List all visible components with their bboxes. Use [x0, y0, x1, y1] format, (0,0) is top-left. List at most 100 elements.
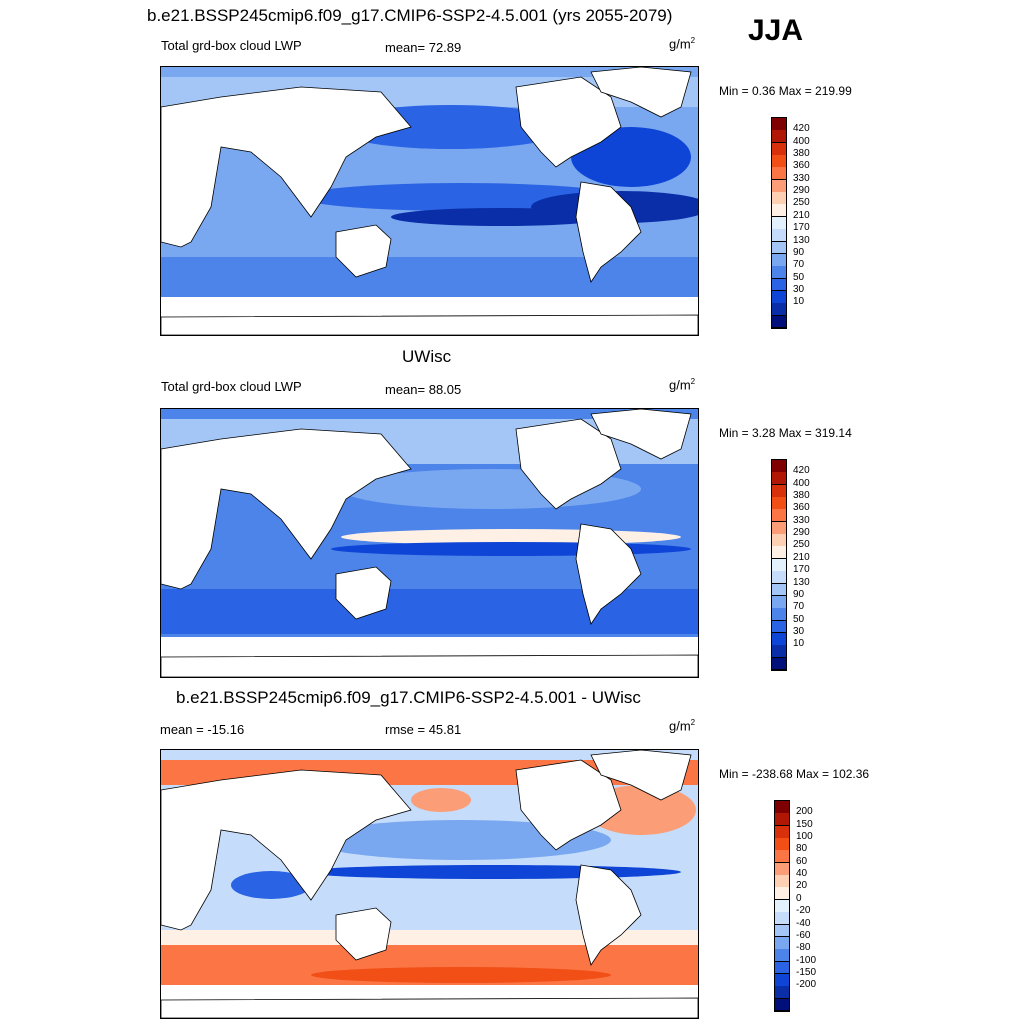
colorbar-tick-label: 50	[793, 271, 805, 283]
colorbar-tick-label: 200	[796, 806, 813, 818]
colorbar-tick-label: 420	[793, 123, 810, 135]
colorbar-swatch	[772, 278, 786, 292]
panel1-colorbar-box	[771, 117, 787, 329]
colorbar-swatch	[772, 620, 786, 634]
colorbar-tick-label: -20	[796, 905, 811, 917]
panel3-mean-label: mean = -15.16	[160, 722, 245, 737]
colorbar-swatch	[775, 961, 789, 975]
colorbar-tick-label: 30	[793, 625, 805, 637]
colorbar-tick-label: 10	[793, 638, 805, 650]
panel1-units: g/m2	[669, 36, 696, 52]
colorbar-tick-label: 330	[793, 514, 810, 526]
panel1-minmax: Min = 0.36 Max = 219.99	[719, 84, 852, 98]
panel1-mean-label: mean= 72.89	[385, 40, 462, 55]
colorbar-swatch	[772, 657, 786, 671]
colorbar-swatch	[772, 571, 786, 585]
colorbar-tick-label: 250	[793, 197, 810, 209]
colorbar-tick-label: 400	[793, 477, 810, 489]
colorbar-tick-label: 360	[793, 502, 810, 514]
colorbar-tick-label: 150	[796, 818, 813, 830]
panel2-mean-label: mean= 88.05	[385, 382, 462, 397]
colorbar-tick-label: -80	[796, 942, 811, 954]
colorbar-swatch	[775, 949, 789, 963]
colorbar-tick-label: 20	[796, 880, 808, 892]
panel3-minmax: Min = -238.68 Max = 102.36	[719, 767, 870, 781]
colorbar-swatch	[772, 632, 786, 646]
colorbar-tick-label: -60	[796, 929, 811, 941]
colorbar-tick-label: 380	[793, 148, 810, 160]
colorbar-tick-label: 210	[793, 551, 810, 563]
colorbar-swatch	[772, 521, 786, 535]
colorbar-swatch	[772, 253, 786, 267]
colorbar-swatch	[772, 595, 786, 609]
colorbar-tick-label: 290	[793, 527, 810, 539]
colorbar-swatch	[775, 875, 789, 888]
colorbar-swatch	[772, 155, 786, 168]
colorbar-tick-label: 70	[793, 259, 805, 271]
colorbar-tick-label: 170	[793, 222, 810, 234]
panel3-colorbar-box	[774, 800, 790, 1012]
panel1-variable-label: Total grd-box cloud LWP	[161, 38, 302, 53]
colorbar-tick-label: 360	[793, 160, 810, 172]
colorbar-swatch	[775, 838, 789, 851]
panel2-map	[160, 408, 699, 678]
colorbar-tick-label: -150	[796, 966, 817, 978]
colorbar-swatch	[772, 142, 786, 156]
colorbar-swatch	[772, 558, 786, 572]
colorbar-swatch	[775, 899, 789, 913]
colorbar-swatch	[772, 472, 786, 486]
panel3-map	[160, 749, 699, 1019]
colorbar-tick-label: -40	[796, 917, 811, 929]
colorbar-swatch	[772, 546, 786, 560]
colorbar-swatch	[772, 509, 786, 523]
colorbar-swatch	[775, 801, 789, 814]
colorbar-swatch	[772, 229, 786, 243]
panel3-map-svg	[161, 750, 698, 1018]
colorbar-swatch	[775, 887, 789, 901]
panel1-map-svg	[161, 67, 698, 335]
colorbar-swatch	[772, 303, 786, 317]
panel2-minmax: Min = 3.28 Max = 319.14	[719, 426, 852, 440]
colorbar-tick-label: 250	[793, 539, 810, 551]
figure-title: b.e21.BSSP245cmip6.f09_g17.CMIP6-SSP2-4.…	[147, 6, 673, 25]
panel3-title: b.e21.BSSP245cmip6.f09_g17.CMIP6-SSP2-4.…	[176, 688, 641, 707]
colorbar-tick-label: -100	[796, 954, 817, 966]
colorbar-tick-label: 130	[793, 234, 810, 246]
colorbar-tick-label: 400	[793, 135, 810, 147]
colorbar-tick-label: 420	[793, 465, 810, 477]
colorbar-swatch	[772, 179, 786, 193]
colorbar-swatch	[772, 266, 786, 280]
colorbar-swatch	[772, 241, 786, 255]
colorbar-swatch	[775, 973, 789, 987]
panel1-map	[160, 66, 699, 336]
colorbar-swatch	[772, 290, 786, 304]
colorbar-tick-label: 330	[793, 172, 810, 184]
colorbar-swatch	[772, 608, 786, 622]
colorbar-tick-label: 90	[793, 588, 805, 600]
colorbar-swatch	[775, 850, 789, 864]
colorbar-tick-label: 130	[793, 576, 810, 588]
colorbar-tick-label: 40	[796, 868, 808, 880]
colorbar-tick-label: 290	[793, 185, 810, 197]
colorbar-tick-label: 50	[793, 613, 805, 625]
colorbar-tick-label: 170	[793, 564, 810, 576]
colorbar-swatch	[772, 118, 786, 131]
colorbar-tick-label: 0	[796, 892, 802, 904]
colorbar-swatch	[775, 825, 789, 839]
panel2-title: UWisc	[402, 347, 452, 366]
colorbar-swatch	[772, 204, 786, 218]
colorbar-swatch	[775, 936, 789, 950]
colorbar-swatch	[775, 912, 789, 926]
colorbar-swatch	[772, 130, 786, 144]
colorbar-tick-label: 380	[793, 490, 810, 502]
colorbar-tick-label: 100	[796, 831, 813, 843]
panel3-rmse-label: rmse = 45.81	[385, 722, 462, 737]
colorbar-swatch	[772, 583, 786, 597]
colorbar-swatch	[775, 986, 789, 1000]
colorbar-swatch	[772, 167, 786, 181]
colorbar-tick-label: 90	[793, 246, 805, 258]
colorbar-tick-label: 30	[793, 283, 805, 295]
colorbar-swatch	[775, 813, 789, 827]
colorbar-swatch	[772, 192, 786, 205]
panel2-map-svg	[161, 409, 698, 677]
